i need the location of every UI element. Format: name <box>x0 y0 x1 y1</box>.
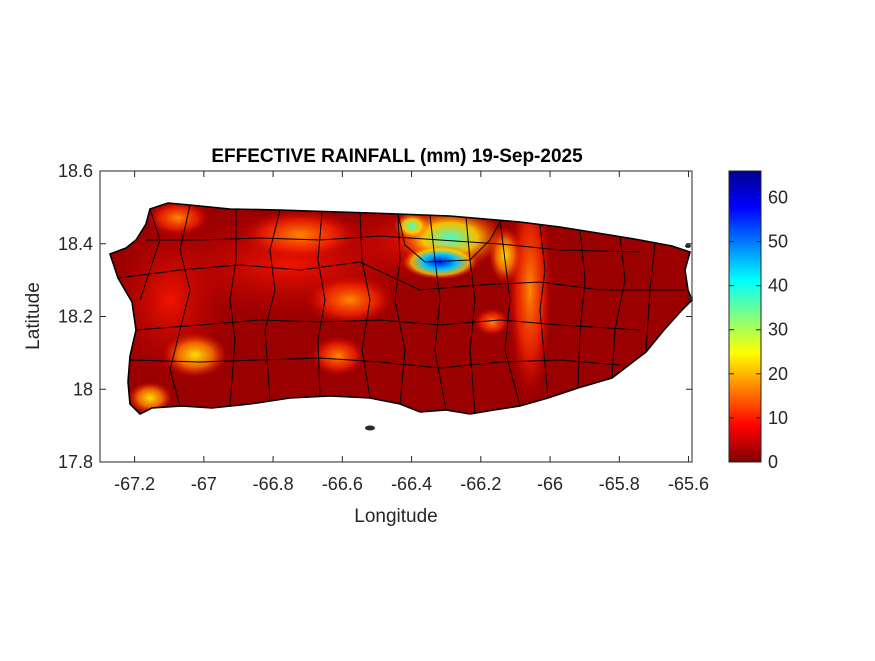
plot-area <box>99 170 693 463</box>
offshore-islands <box>365 244 693 431</box>
x-tick-label: -66.4 <box>391 474 432 494</box>
west-hotspot <box>163 333 227 377</box>
east-central-rain <box>474 308 510 336</box>
y-axis-label: Latitude <box>23 282 44 350</box>
north-west-rain-area <box>240 210 360 260</box>
colorbar-ticks: 0 10 20 30 40 50 60 <box>729 187 788 472</box>
island-coastline <box>108 202 693 415</box>
x-tick-label: -66 <box>537 474 563 494</box>
x-axis: -67.2 -67 -66.8 -66.6 -66.4 -66.2 -66 -65.8 -65.… <box>114 171 709 494</box>
y-tick-label: 17.8 <box>58 452 93 472</box>
colorbar-tick-label: 30 <box>768 320 788 340</box>
chart-title: EFFECTIVE RAINFALL (mm) 19-Sep-2025 <box>211 146 583 167</box>
y-tick-label: 18.4 <box>58 234 93 254</box>
municipality-boundaries <box>117 204 685 415</box>
x-tick-label: -65.8 <box>599 474 640 494</box>
rainfall-field <box>110 203 692 414</box>
colorbar-tick-label: 10 <box>768 408 788 428</box>
colorbar-gradient <box>728 170 762 463</box>
south-central-rain <box>310 336 366 376</box>
colorbar-tick-label: 40 <box>768 276 788 296</box>
x-tick-label: -66.6 <box>322 474 363 494</box>
x-tick-label: -65.6 <box>668 474 709 494</box>
max-rainfall-core <box>402 245 478 279</box>
y-tick-label: 18.6 <box>58 161 93 181</box>
y-tick-label: 18.2 <box>58 307 93 327</box>
x-tick-label: -67 <box>191 474 217 494</box>
colorbar-tick-label: 60 <box>768 187 788 207</box>
central-rain-area <box>305 275 395 325</box>
x-tick-label: -66.8 <box>253 474 294 494</box>
x-axis-label: Longitude <box>354 506 437 527</box>
x-tick-label: -67.2 <box>114 474 155 494</box>
x-tick-label: -66.2 <box>460 474 501 494</box>
south-west-rain <box>128 382 172 414</box>
north-west-coast-rain <box>146 203 210 236</box>
colorbar-tick-label: 50 <box>768 232 788 252</box>
y-tick-label: 18 <box>73 379 93 399</box>
colorbar: 0 10 20 30 40 50 60 <box>728 170 788 472</box>
colorbar-tick-label: 0 <box>768 452 778 472</box>
y-axis: 18.6 18.4 18.2 18 17.8 <box>58 161 692 472</box>
north-cyan-core <box>394 212 430 240</box>
colorbar-tick-label: 20 <box>768 364 788 384</box>
